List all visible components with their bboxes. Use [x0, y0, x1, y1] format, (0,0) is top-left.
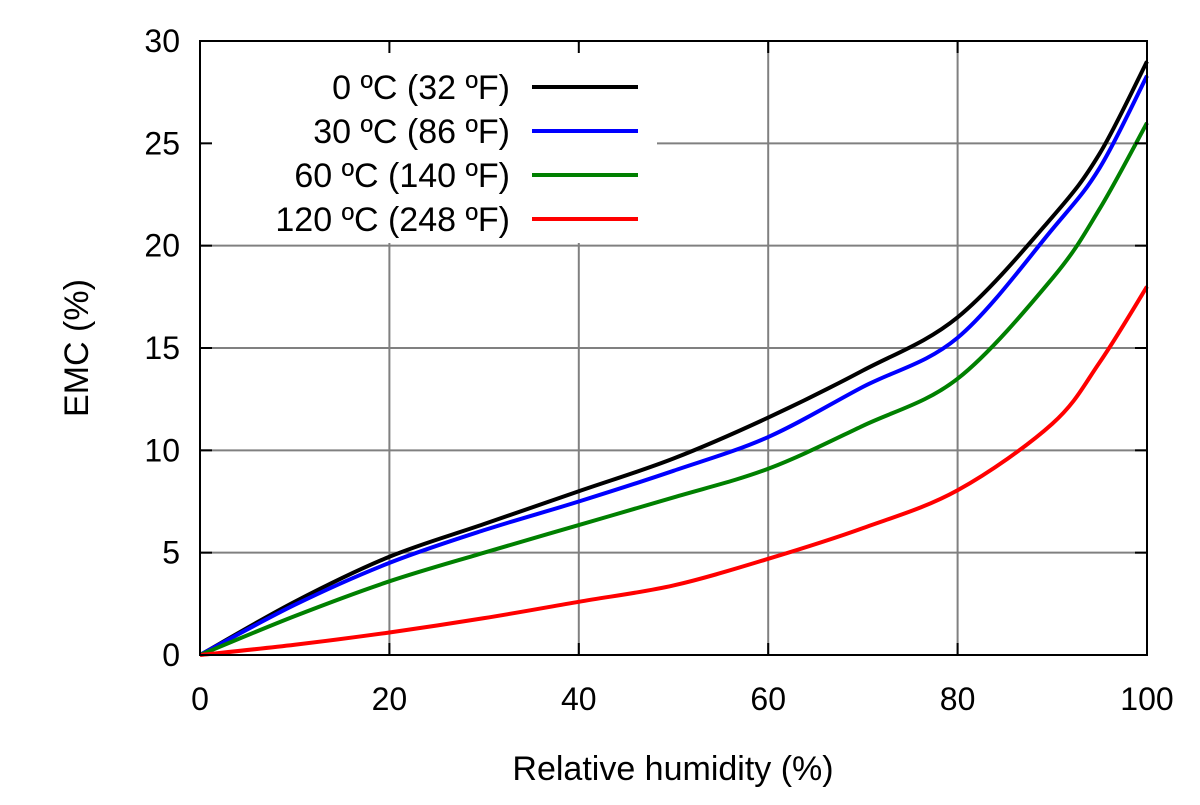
legend-label: 0 ºC (32 ºF) — [332, 69, 510, 107]
legend-background — [202, 43, 657, 243]
series-line-1 — [199, 74, 1149, 657]
y-tick-label: 20 — [144, 228, 180, 264]
y-tick-label: 5 — [162, 535, 180, 571]
x-tick-label: 80 — [940, 681, 976, 717]
legend-label: 120 ºC (248 ºF) — [275, 201, 510, 239]
series-lines — [199, 60, 1149, 657]
x-tick-label: 0 — [191, 681, 209, 717]
x-tick-label: 60 — [750, 681, 786, 717]
x-tick-label: 20 — [372, 681, 408, 717]
legend-label: 30 ºC (86 ºF) — [313, 113, 510, 151]
x-tick-label: 100 — [1120, 681, 1173, 717]
legend-label: 60 ºC (140 ºF) — [294, 157, 510, 195]
legend: 0 ºC (32 ºF) 30 ºC (86 ºF) 60 ºC (140 ºF) 1… — [202, 43, 657, 243]
y-tick-label: 0 — [162, 637, 180, 673]
y-axis-label: EMC (%) — [58, 279, 96, 417]
series-line-2 — [199, 121, 1149, 657]
series-line-0 — [199, 60, 1149, 657]
series-line-3 — [199, 285, 1149, 657]
ticks: 0 20 40 60 80 100 0 5 10 15 20 25 30 — [144, 23, 1173, 717]
y-tick-label: 30 — [144, 23, 180, 59]
y-tick-label: 10 — [144, 432, 180, 468]
y-tick-label: 15 — [144, 330, 180, 366]
y-tick-label: 25 — [144, 125, 180, 161]
x-tick-label: 40 — [561, 681, 597, 717]
x-axis-label: Relative humidity (%) — [512, 750, 833, 788]
